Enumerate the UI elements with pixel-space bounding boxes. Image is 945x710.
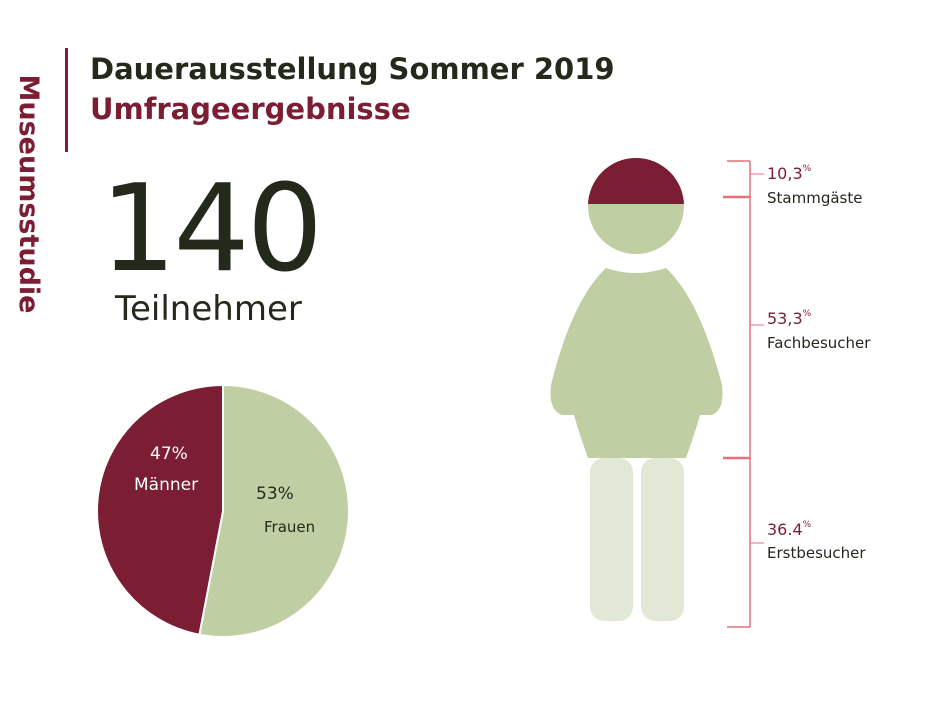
stammgaeste-label: Stammgäste bbox=[767, 189, 863, 207]
pie-label-maenner: Männer bbox=[134, 475, 199, 495]
pie-label-frauen: Frauen bbox=[264, 518, 316, 536]
stammgaeste-value: 10,3% bbox=[767, 164, 812, 183]
page-title: Dauerausstellung Sommer 2019 bbox=[90, 52, 615, 86]
title-divider bbox=[65, 48, 68, 152]
pie-label-maenner-value: 47% bbox=[150, 444, 188, 464]
fachbesucher-label: Fachbesucher bbox=[767, 334, 871, 352]
page-subtitle: Umfrageergebnisse bbox=[90, 92, 411, 126]
erstbesucher-label: Erstbesucher bbox=[767, 544, 866, 562]
pie-slice-maenner bbox=[96, 383, 224, 636]
figure-body bbox=[550, 268, 723, 458]
figure-head-cap bbox=[588, 158, 684, 204]
participant-label: Teilnehmer bbox=[115, 289, 302, 329]
erstbesucher-value: 36.4% bbox=[767, 520, 812, 539]
pie-slice-frauen bbox=[198, 383, 350, 638]
participant-count: 140 bbox=[100, 160, 323, 299]
figure-leg-left bbox=[590, 458, 633, 621]
fachbesucher-value: 53,3% bbox=[767, 309, 812, 328]
figure-leg-right bbox=[641, 458, 684, 621]
pie-label-frauen-value: 53% bbox=[256, 484, 294, 504]
